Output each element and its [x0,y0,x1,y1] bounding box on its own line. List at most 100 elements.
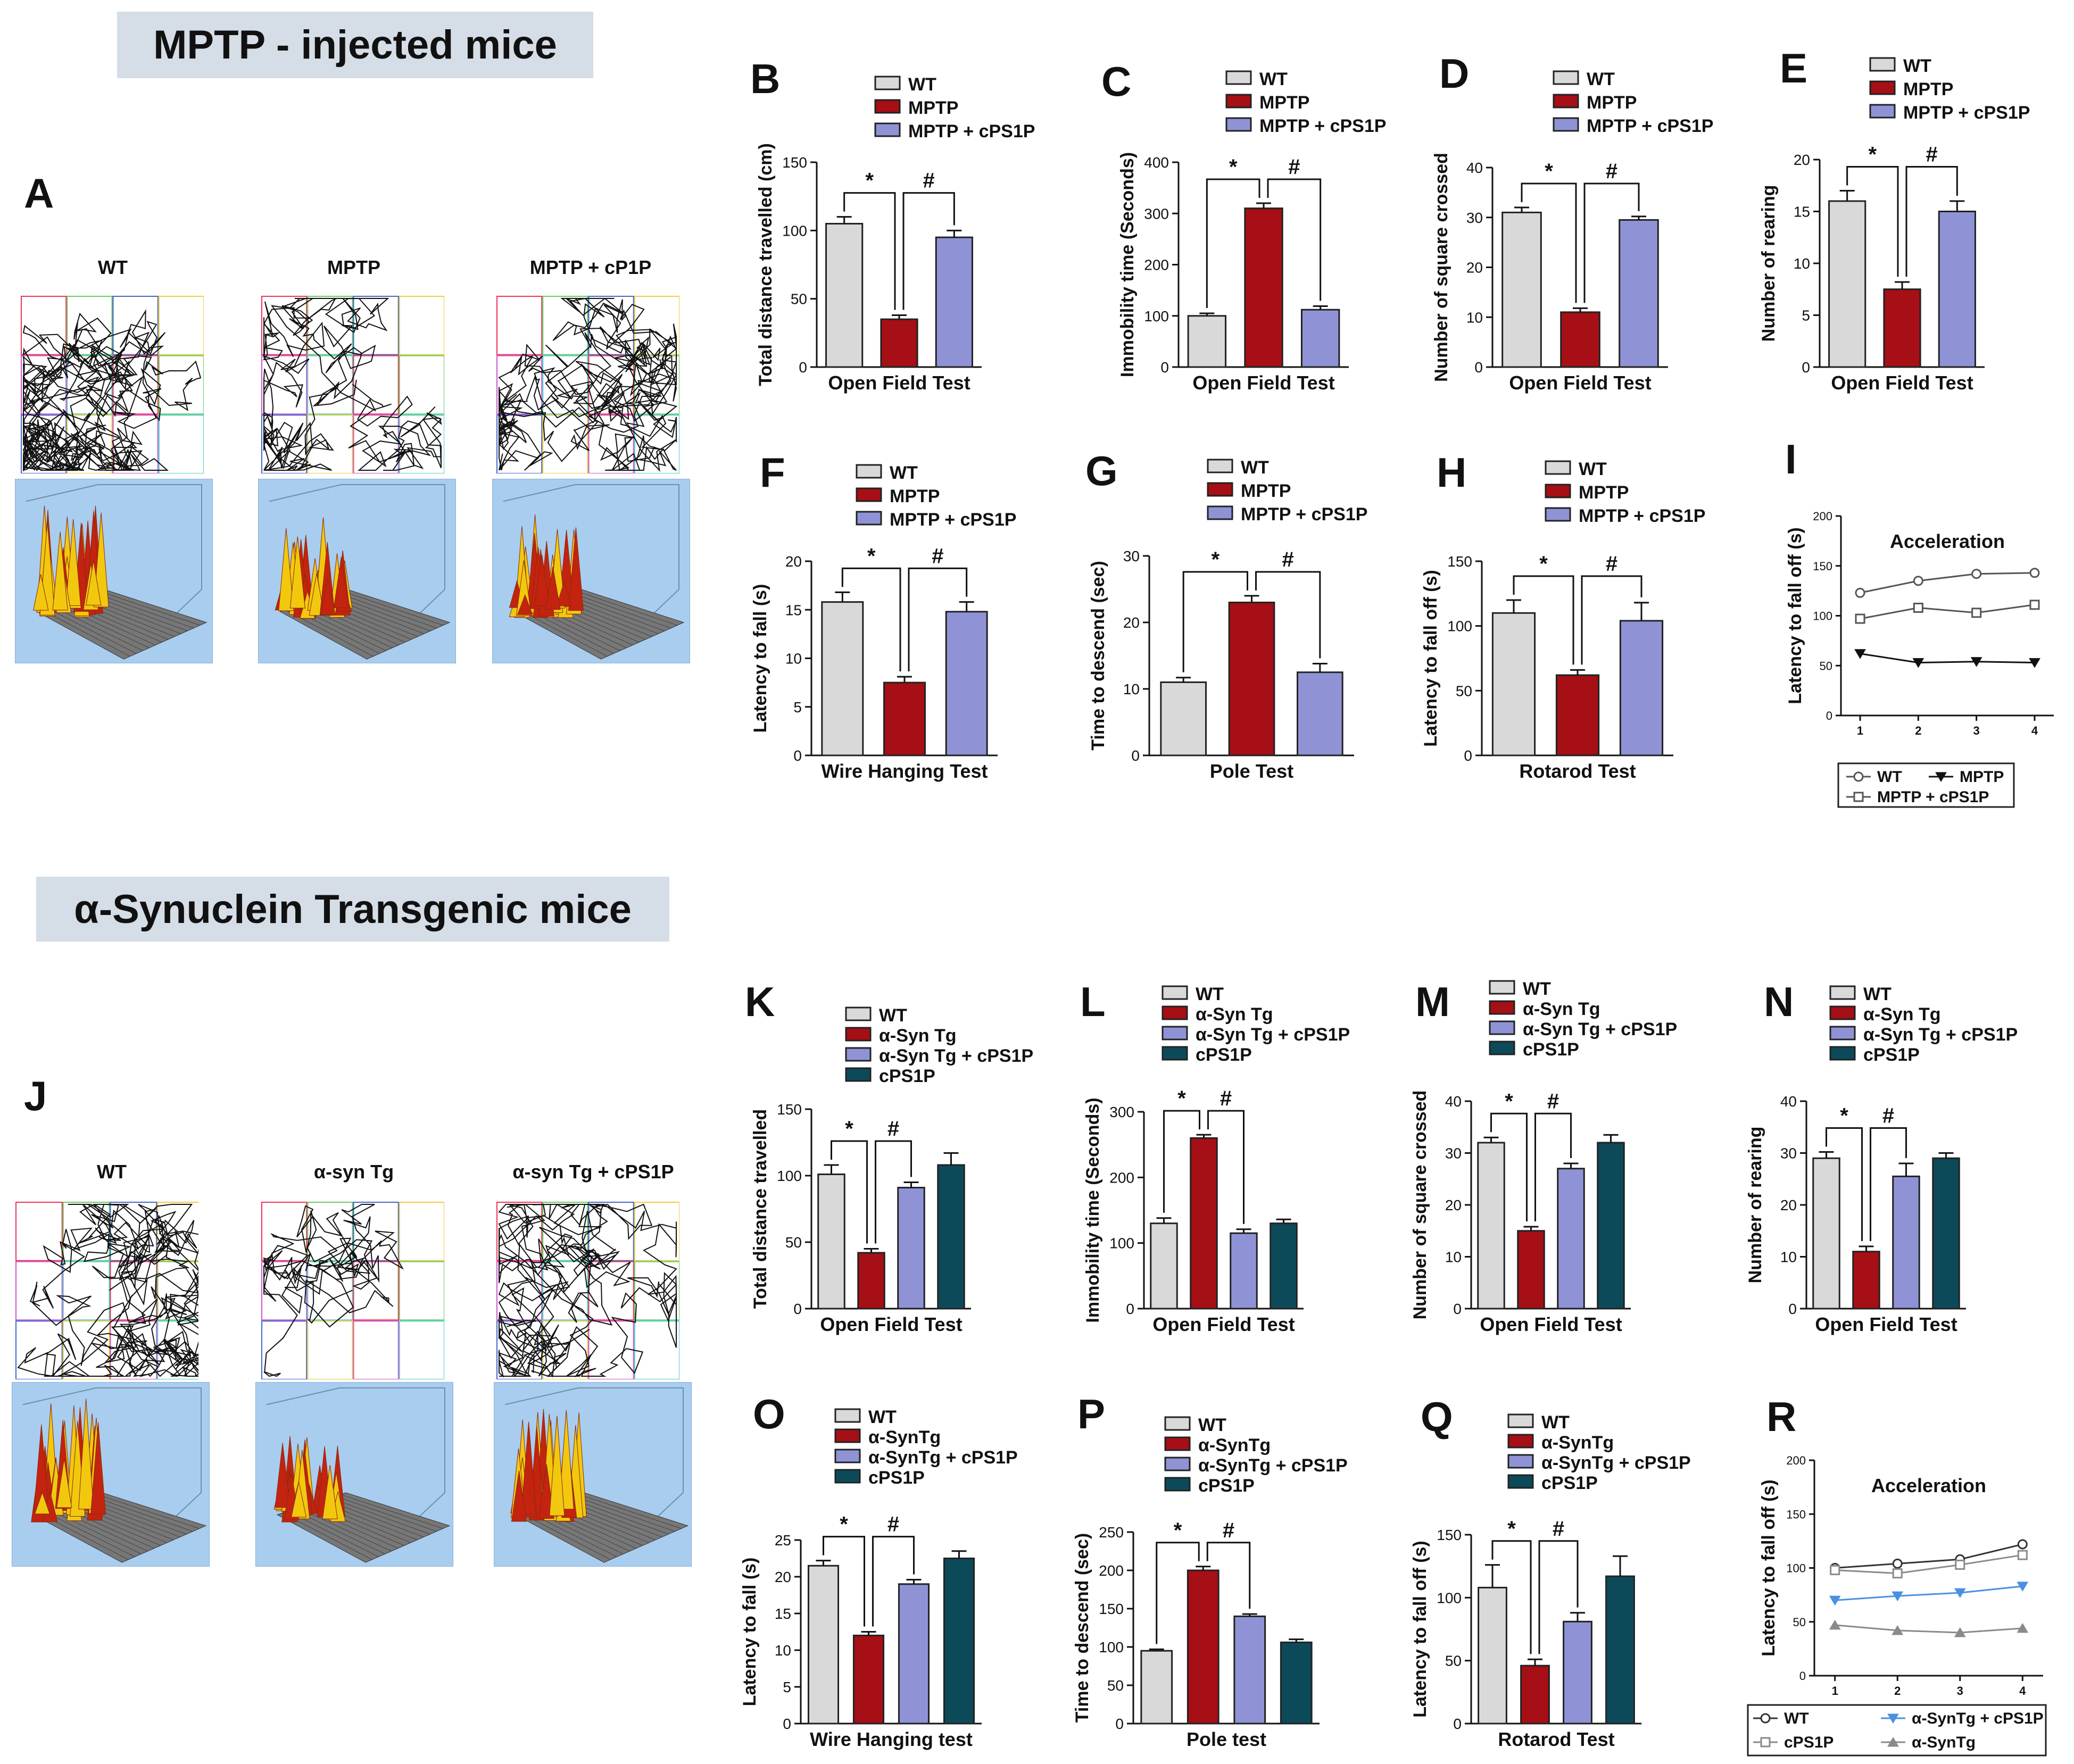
data-point [1954,1588,1966,1599]
legend-swatch-1 [1489,1000,1515,1015]
significance-bracket-1 [1207,1110,1245,1224]
trajectory-title-wt: WT [98,256,128,278]
trajectory-title-mptp: MPTP [327,256,380,278]
bar-1 [1883,288,1921,368]
panel-letter-j: J [24,1072,47,1119]
heatmap-floor-grid [581,589,684,623]
legend-swatch-0 [1162,985,1188,1000]
legend-label-0: WT [908,74,936,95]
data-point [2017,1582,2029,1592]
arena-grid-cell [261,355,308,415]
data-point [1854,649,1866,659]
legend-box [1747,1704,2047,1757]
legend-label-0: WT [1784,1710,1809,1727]
arena-grid-cell [634,1261,679,1321]
y-tick-label: 100 [782,222,807,239]
chart-g: 0 10 20 30 Time to descend (sec) Pole Test * # [1088,548,1354,782]
heatmap-syn-tg [255,1382,453,1567]
legend-swatch-1 [1869,80,1896,95]
legend-swatch-0 [1829,985,1856,1000]
panel-letter-q: Q [1421,1393,1453,1440]
y-tick-label: 0 [793,747,802,764]
heatmap-peak [289,536,305,609]
x-tick-label: 1 [1857,724,1863,737]
heatmap-peak [275,1443,291,1508]
legend-swatch-2 [1489,1020,1515,1035]
significance-bracket-1 [1206,1542,1251,1609]
legend-swatch-3 [834,1469,861,1484]
data-point [2017,1550,2028,1560]
y-tick-label: 10 [1123,681,1140,697]
legend-label-1: α-SynTg [1541,1433,1614,1453]
y-tick-label: 20 [1466,260,1483,276]
significance-mark-1: # [1926,143,1938,167]
bar-2 [1563,1620,1592,1725]
heatmap-floor-grid [277,1514,366,1563]
bar-2 [935,236,973,368]
y-tick-label: 150 [777,1101,802,1118]
trajectory-plot-syn-tg [261,1201,444,1379]
chart-c: 0 100 200 300 400 Immobility time (Seconds) Op… [1117,152,1349,394]
heatmap-floor-grid [298,1508,392,1552]
significance-bracket-1 [1870,1127,1907,1241]
significance-bracket-0 [1513,575,1574,665]
heatmap-peak [33,574,49,611]
heatmap-floor-grid [584,1492,688,1526]
movement-track [262,1204,404,1377]
chart-i: 0 50 100 150 200 1 2 3 4 Latency to fall off (s) A… [1785,510,2054,737]
chart-p: 0 50 100 150 200 250 Time to descend (sec) Pole… [1072,1519,1320,1750]
heatmap-peak [56,1458,72,1508]
bar-2 [1619,219,1659,368]
panel-letter-b: B [750,55,780,102]
bar-1 [1244,207,1283,368]
bar-0 [807,1565,840,1725]
heatmap-frame [504,1387,684,1530]
legend-swatch-3 [1507,1474,1534,1489]
trajectory-title-mptp-cp1p: MPTP + cP1P [529,256,652,278]
bar-1 [880,318,918,368]
y-tick-label: 10 [1445,1249,1462,1266]
significance-bracket-0 [841,567,901,672]
data-point [1971,569,1982,579]
heatmap-floor-grid [91,1495,193,1532]
legend-label-1: α-SynTg [1198,1435,1271,1455]
arena-grid-cell [496,355,543,415]
y-tick-label: 100 [1813,610,1832,623]
bar-1 [1852,1251,1880,1310]
legend-label-2: MPTP + cPS1P [908,121,1035,142]
significance-bracket-1 [1255,571,1321,659]
trajectory-title-syn-tg: α-syn Tg [313,1161,394,1183]
legend-swatch-2 [1553,117,1579,132]
movement-track [498,297,678,472]
significance-mark-0: * [1840,1104,1848,1128]
legend-label-2: α-SynTg + cPS1P [868,1447,1018,1468]
x-tick-label: 4 [2019,1684,2026,1698]
legend-label-2: MPTP + cPS1P [1587,116,1713,136]
significance-bracket-0 [1826,1127,1863,1241]
data-point [1913,576,1923,586]
legend-label-0: WT [1259,69,1288,89]
legend-box [1837,762,2015,808]
legend-label-1: MPTP [890,486,940,506]
heatmap-wt [15,479,213,663]
bar-3 [1605,1575,1635,1725]
x-tick-label: 2 [1894,1684,1901,1698]
heatmap-peak [511,1470,527,1522]
y-axis-label: Time to descend (sec) [1072,1533,1092,1723]
heatmap-floor-grid [98,590,201,626]
heatmap-floor-grid [33,1514,122,1563]
data-point [1892,1591,1904,1602]
legend-swatch-1 [874,99,901,114]
significance-mark-1: # [887,1117,899,1141]
y-tick-label: 0 [1788,1301,1797,1317]
y-tick-label: 400 [1144,154,1169,171]
legend-label-3: cPS1P [879,1066,935,1086]
y-tick-label: 40 [1445,1093,1462,1110]
legend-label-1: MPTP [1579,482,1629,503]
data-point [1892,1558,1903,1569]
x-axis-label: Open Field Test [1831,372,1973,394]
heatmap-peak [90,1422,106,1515]
significance-bracket-0 [1182,571,1248,672]
heatmap-floor-grid [47,608,137,654]
